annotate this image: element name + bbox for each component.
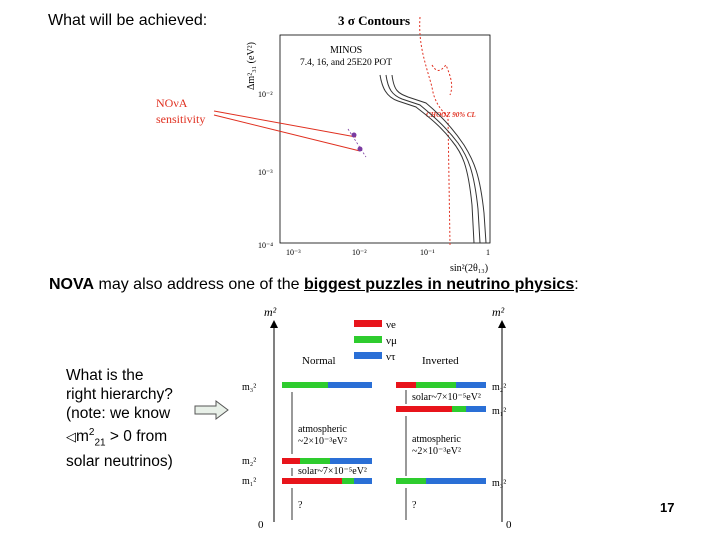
minos-label-pot: 7.4, 16, and 25E20 POT xyxy=(300,58,392,68)
nova-pointer xyxy=(213,110,357,138)
y-axis-label: Δm²₃₁ (eV²) xyxy=(246,42,257,90)
x-tick: 10⁻³ xyxy=(286,248,301,257)
zero-right: 0 xyxy=(506,519,512,531)
minos-label: MINOS xyxy=(330,45,362,56)
question-line: What is the xyxy=(66,367,144,384)
question-line: ◁m221 > 0 from xyxy=(66,427,168,449)
legend-label: ντ xyxy=(386,351,396,363)
inverted-label: Inverted xyxy=(422,355,459,367)
puzzle-statement: NOVA may also address one of the biggest… xyxy=(49,276,579,294)
normal-level-label: m₁² xyxy=(242,476,256,487)
x-axis-label: sin²(2θ₁₃) xyxy=(450,263,488,274)
x-tick: 10⁻² xyxy=(352,248,367,257)
nova-word: NOVA xyxy=(49,276,95,293)
axis-arrow-icon xyxy=(498,320,506,328)
plot-title: 3 σ Contours xyxy=(338,13,410,28)
normal-m2-level xyxy=(282,458,372,464)
minos-contour xyxy=(391,74,487,244)
legend-label: νμ xyxy=(386,335,397,347)
axis-label-left: m² xyxy=(264,305,277,319)
inverted-atm-value: ~2×10⁻³eV² xyxy=(412,446,461,457)
contour-plot: 3 σ Contours Δm²₃₁ (eV²) 10⁻² 10⁻³ 10⁻⁴ … xyxy=(156,13,491,274)
legend-swatch-numu xyxy=(354,336,382,343)
legend-label: νe xyxy=(386,319,396,331)
inverted-m2-level xyxy=(396,382,486,388)
inverted-level-label: m₂² xyxy=(492,382,506,393)
nova-label-sensitivity: sensitivity xyxy=(156,112,205,126)
slide-heading: What will be achieved: xyxy=(48,12,208,29)
axis-label-right: m² xyxy=(492,305,505,319)
nova-label: NOνA xyxy=(156,96,188,110)
inverted-unknown: ? xyxy=(412,500,417,511)
normal-atm-value: ~2×10⁻³eV² xyxy=(298,436,347,447)
delta-glyph-icon: ◁ xyxy=(66,429,76,445)
question-line: solar neutrinos) xyxy=(66,453,173,471)
y-tick: 10⁻³ xyxy=(258,168,273,177)
normal-m3-level xyxy=(282,382,372,388)
chooz-curve xyxy=(419,16,451,246)
question-line: (note: we know xyxy=(66,405,171,422)
arrow-right-icon xyxy=(194,400,229,420)
y-tick: 10⁻⁴ xyxy=(258,241,273,250)
chooz-curve xyxy=(431,64,453,96)
y-tick: 10⁻² xyxy=(258,90,273,99)
question-line: right hierarchy? xyxy=(66,386,173,403)
normal-label: Normal xyxy=(302,355,336,367)
inverted-level-label: m₁² xyxy=(492,406,506,417)
hierarchy-question: What is the right hierarchy? (note: we k… xyxy=(66,366,216,471)
nova-ellipse xyxy=(347,128,367,158)
normal-level-label: m₂² xyxy=(242,456,256,467)
inverted-level-label: m₃² xyxy=(492,478,506,489)
axis-arrow-icon xyxy=(270,320,278,328)
normal-level-label: m₃² xyxy=(242,382,256,393)
normal-solar-label: solar~7×10⁻⁵eV² xyxy=(298,466,367,477)
minos-contour xyxy=(379,74,475,244)
mass-hierarchy-diagram: m² m² 0 0 νe νμ ντ Normal Inverted m₃² m… xyxy=(242,305,512,531)
normal-atm-label: atmospheric xyxy=(298,424,347,435)
nova-point xyxy=(351,132,357,138)
x-tick: 10⁻¹ xyxy=(420,248,435,257)
inverted-m1-level xyxy=(396,406,486,412)
legend-swatch-nue xyxy=(354,320,382,327)
legend-swatch-nutau xyxy=(354,352,382,359)
nova-pointer xyxy=(213,114,361,152)
page-number: 17 xyxy=(660,500,675,515)
zero-left: 0 xyxy=(258,519,264,531)
inverted-atm-label: atmospheric xyxy=(412,434,461,445)
inverted-solar-label: solar~7×10⁻⁵eV² xyxy=(412,392,481,403)
inverted-m3-level xyxy=(396,478,486,484)
minos-contour xyxy=(385,74,481,244)
normal-unknown: ? xyxy=(298,500,303,511)
normal-m1-level xyxy=(282,478,372,484)
puzzle-middle: may also address one of the xyxy=(94,276,304,293)
chooz-label: CHOOZ 90% CL xyxy=(426,111,476,119)
x-tick: 1 xyxy=(486,248,490,257)
plot-frame xyxy=(279,34,491,244)
puzzle-emphasis: biggest puzzles in neutrino physics xyxy=(303,276,575,293)
puzzle-suffix: : xyxy=(574,276,579,293)
